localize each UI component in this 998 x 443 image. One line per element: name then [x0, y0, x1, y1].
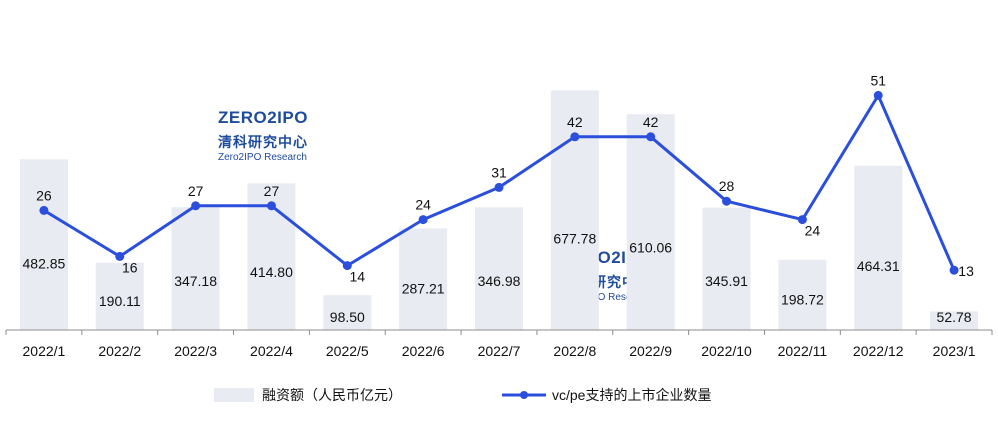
bar: [475, 207, 523, 330]
x-tick-label: 2022/12: [853, 343, 904, 359]
legend-line-marker: [520, 391, 528, 399]
bar-value-label: 98.50: [330, 309, 365, 325]
x-tick-label: 2022/9: [629, 343, 672, 359]
line-point: [39, 205, 49, 215]
bar: [95, 262, 144, 330]
x-tick-label: 2022/7: [478, 343, 521, 359]
bar-value-label: 610.06: [629, 239, 672, 255]
line-point-label: 26: [36, 187, 52, 203]
x-tick-label: 2022/8: [553, 343, 596, 359]
line-point: [722, 196, 732, 206]
watermark-en-text: Zero2IPO Research: [562, 292, 651, 303]
bar-value-label: 346.98: [478, 273, 521, 289]
bar-value-label: 482.85: [23, 256, 66, 272]
line-point-label: 13: [958, 263, 974, 279]
line-point-label: 27: [264, 183, 280, 199]
zero2ipo-watermark: ZERO2IPO 清科研究中心 Zero2IPO Research: [218, 106, 310, 163]
bar-value-label: 198.72: [781, 292, 824, 308]
bar-value-label: 347.18: [174, 273, 217, 289]
line-series: 26 16 27 27 14 24 31 42 42 28 24 51 13: [36, 72, 974, 284]
bar-value-label: 287.21: [402, 280, 445, 296]
line-point: [115, 251, 125, 261]
bar-value-label: 464.31: [857, 258, 900, 274]
bar-value-label: 677.78: [553, 231, 596, 247]
line-point-label: 24: [805, 223, 821, 239]
legend-line-label: vc/pe支持的上市企业数量: [552, 387, 711, 403]
line-point-label: 51: [870, 72, 886, 88]
bar: [702, 207, 751, 330]
line-point: [570, 132, 580, 142]
line-point: [646, 132, 656, 142]
x-tick-label: 2022/2: [98, 343, 141, 359]
bar: [854, 165, 903, 330]
x-axis: 2022/1 2022/2 2022/3 2022/4 2022/5 2022/6 2022…: [5, 329, 993, 359]
bar: [778, 259, 827, 330]
line-point: [342, 261, 352, 271]
x-tick-label: 2022/3: [174, 343, 217, 359]
line-point: [494, 182, 504, 192]
line-point: [191, 201, 201, 211]
x-tick-label: 2023/1: [933, 343, 976, 359]
line-point-label: 24: [415, 197, 431, 213]
line-point-label: 31: [491, 164, 507, 180]
line-point: [949, 265, 959, 275]
line-point: [418, 215, 428, 225]
x-tick-label: 2022/10: [701, 343, 752, 359]
line-point: [797, 215, 807, 225]
legend-bar-swatch: [214, 388, 254, 402]
bar: [19, 159, 68, 330]
bar-value-label: 345.91: [705, 273, 748, 289]
line-point-label: 14: [350, 269, 366, 285]
x-tick-label: 2022/5: [326, 343, 369, 359]
watermark-en-text: Zero2IPO Research: [218, 152, 307, 163]
watermark-cn-text: 清科研究中心: [218, 134, 308, 150]
line-point-label: 27: [188, 183, 204, 199]
line-point-label: 42: [643, 114, 659, 130]
line-point: [266, 201, 276, 211]
line-point: [873, 90, 883, 100]
bar: [550, 90, 599, 330]
bar: [323, 295, 372, 330]
bar-series: [19, 90, 979, 330]
x-tick-label: 2022/4: [250, 343, 293, 359]
line-point-label: 42: [567, 114, 583, 130]
bar-value-label: 190.11: [99, 293, 141, 309]
watermark-logo-text: ZERO2IPO: [218, 108, 308, 127]
bar-value-labels: 482.85 190.11 347.18 414.80 98.50 287.21 346.9…: [23, 231, 972, 325]
bar: [171, 207, 220, 330]
legend-bar-label: 融资额（人民币亿元）: [262, 387, 402, 403]
x-tick-label: 2022/1: [23, 343, 66, 359]
legend: 融资额（人民币亿元） vc/pe支持的上市企业数量: [214, 387, 711, 403]
x-tick-label: 2022/6: [402, 343, 445, 359]
line-point-label: 28: [719, 178, 735, 194]
bar-value-label: 52.78: [937, 309, 972, 325]
bar: [626, 114, 675, 330]
x-tick-label: 2022/11: [778, 343, 828, 359]
bar-value-label: 414.80: [250, 264, 293, 280]
bar: [399, 228, 448, 330]
bar: [930, 311, 979, 330]
line-point-label: 16: [122, 259, 138, 275]
